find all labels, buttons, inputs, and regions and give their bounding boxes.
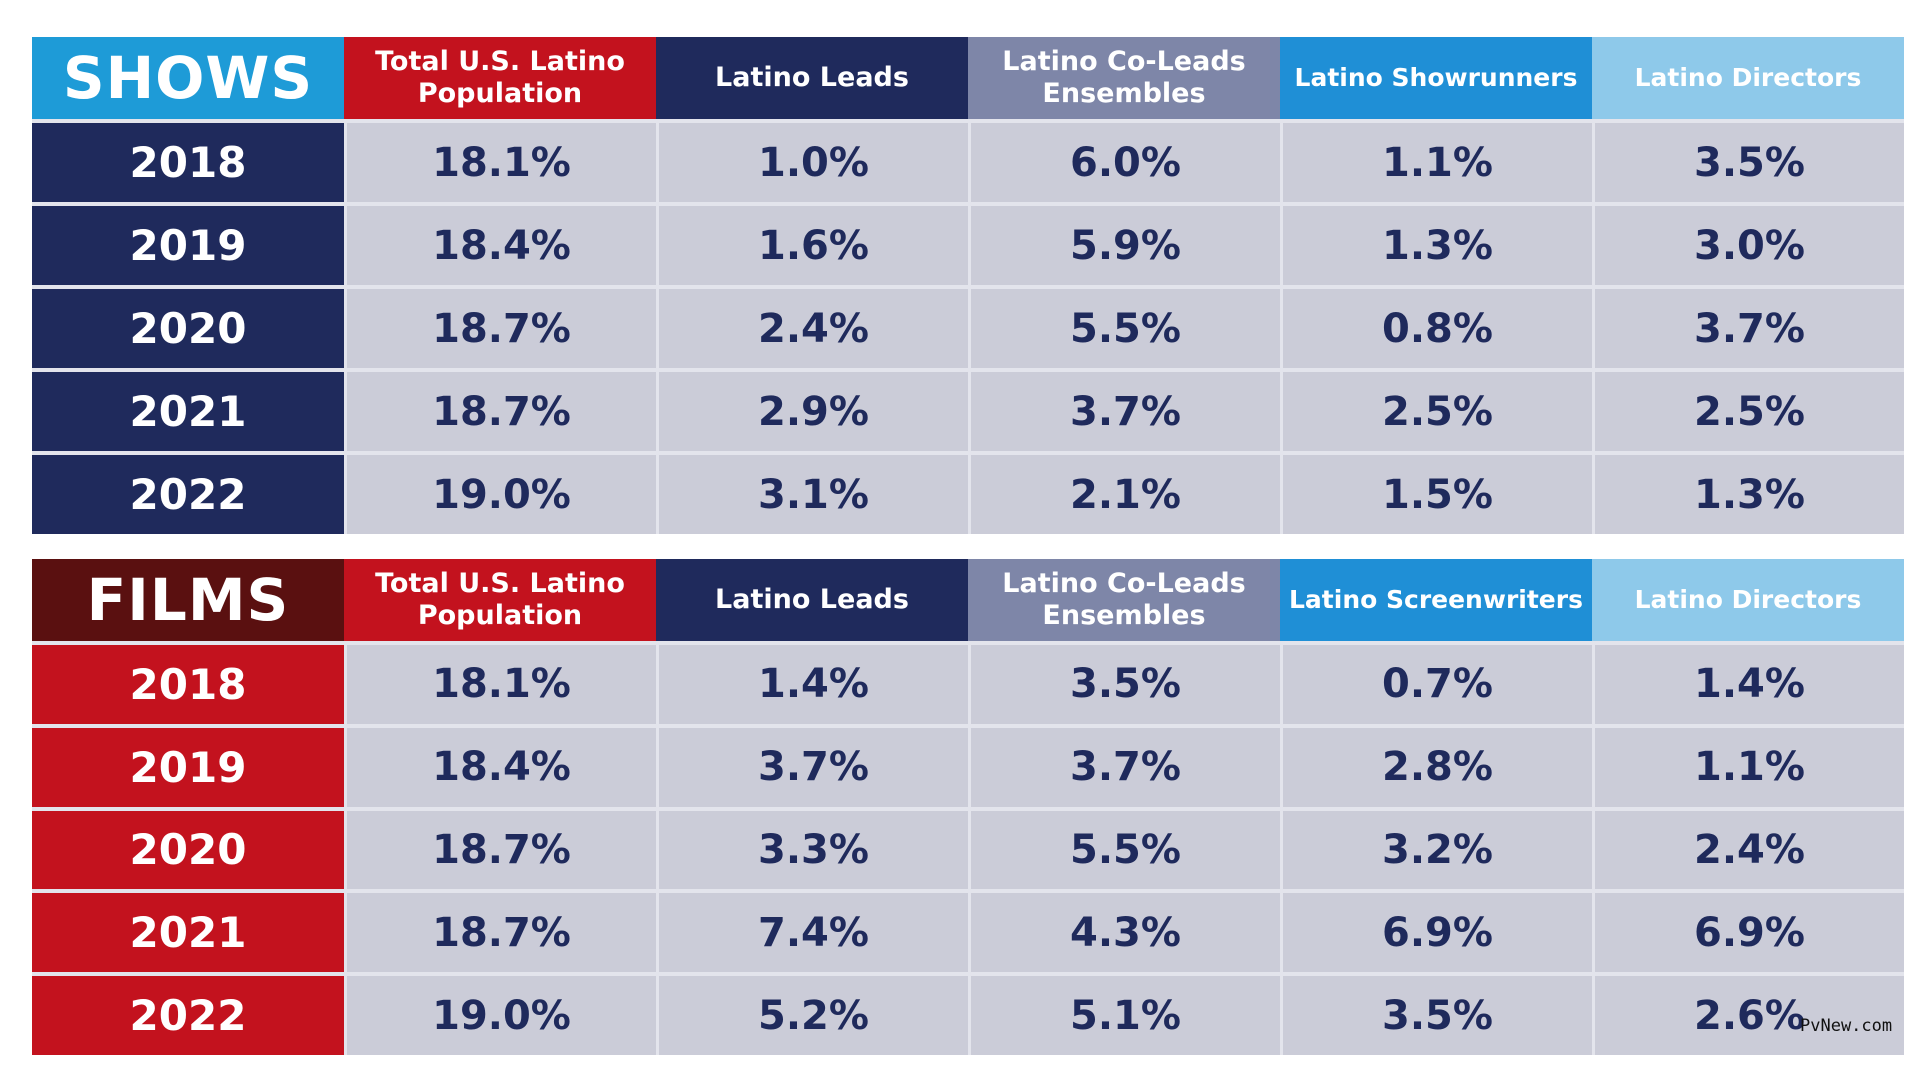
shows-cell-2019-col5: 3.0% [1592, 202, 1904, 285]
shows-cell-2021-col4: 2.5% [1280, 368, 1592, 451]
films-cell-2022-col2: 5.2% [656, 972, 968, 1055]
films-year-2021: 2021 [32, 889, 344, 973]
films-title: FILMS [32, 559, 344, 641]
shows-cell-2021-col5: 2.5% [1592, 368, 1904, 451]
films-year-2020: 2020 [32, 806, 344, 890]
shows-cell-2019-col3: 5.9% [968, 202, 1280, 285]
films-cell-2019-col4: 2.8% [1280, 723, 1592, 807]
shows-cell-2018-col4: 1.1% [1280, 119, 1592, 202]
shows-cell-2018-col5: 3.5% [1592, 119, 1904, 202]
shows-cell-2022-col3: 2.1% [968, 451, 1280, 534]
shows-cell-2020-col4: 0.8% [1280, 285, 1592, 368]
films-cell-2018-col2: 1.4% [656, 641, 968, 724]
shows-cell-2022-col2: 3.1% [656, 451, 968, 534]
shows-year-2018: 2018 [32, 119, 344, 202]
films-cell-2019-col5: 1.1% [1592, 723, 1904, 807]
shows-cell-2018-col3: 6.0% [968, 119, 1280, 202]
shows-cell-2020-col1: 18.7% [344, 285, 656, 368]
films-header-coleads: Latino Co-Leads Ensembles [968, 559, 1280, 641]
films-cell-2021-col4: 6.9% [1280, 889, 1592, 973]
films-year-2019: 2019 [32, 723, 344, 807]
shows-cell-2019-col2: 1.6% [656, 202, 968, 285]
films-header-population: Total U.S. Latino Population [344, 559, 656, 641]
films-cell-2022-col3: 5.1% [968, 972, 1280, 1055]
films-year-2018: 2018 [32, 641, 344, 724]
films-cell-2022-col1: 19.0% [344, 972, 656, 1055]
films-cell-2020-col3: 5.5% [968, 806, 1280, 890]
shows-table: SHOWS Total U.S. Latino Population Latin… [32, 37, 1905, 534]
shows-cell-2018-col1: 18.1% [344, 119, 656, 202]
shows-cell-2021-col2: 2.9% [656, 368, 968, 451]
films-cell-2019-col2: 3.7% [656, 723, 968, 807]
shows-header-population: Total U.S. Latino Population [344, 37, 656, 119]
films-header-screenwriters: Latino Screenwriters [1280, 559, 1592, 641]
shows-cell-2022-col5: 1.3% [1592, 451, 1904, 534]
films-cell-2020-col2: 3.3% [656, 806, 968, 890]
shows-year-2022: 2022 [32, 451, 344, 534]
shows-cell-2018-col2: 1.0% [656, 119, 968, 202]
shows-cell-2021-col1: 18.7% [344, 368, 656, 451]
films-cell-2018-col4: 0.7% [1280, 641, 1592, 724]
shows-cell-2019-col1: 18.4% [344, 202, 656, 285]
films-cell-2021-col3: 4.3% [968, 889, 1280, 973]
shows-cell-2020-col2: 2.4% [656, 285, 968, 368]
films-cell-2019-col1: 18.4% [344, 723, 656, 807]
shows-cell-2019-col4: 1.3% [1280, 202, 1592, 285]
shows-year-2020: 2020 [32, 285, 344, 368]
films-cell-2018-col1: 18.1% [344, 641, 656, 724]
shows-header-directors: Latino Directors [1592, 37, 1904, 119]
films-table: FILMS Total U.S. Latino Population Latin… [32, 559, 1905, 1055]
shows-header-coleads: Latino Co-Leads Ensembles [968, 37, 1280, 119]
watermark-text: PvNew.com [1800, 1016, 1893, 1036]
films-header-directors: Latino Directors [1592, 559, 1904, 641]
shows-cell-2022-col4: 1.5% [1280, 451, 1592, 534]
films-cell-2022-col4: 3.5% [1280, 972, 1592, 1055]
films-cell-2021-col1: 18.7% [344, 889, 656, 973]
films-cell-2018-col5: 1.4% [1592, 641, 1904, 724]
films-cell-2021-col5: 6.9% [1592, 889, 1904, 973]
shows-header-showrunners: Latino Showrunners [1280, 37, 1592, 119]
films-cell-2022-col5: 2.6% [1592, 972, 1904, 1055]
films-cell-2021-col2: 7.4% [656, 889, 968, 973]
shows-year-2019: 2019 [32, 202, 344, 285]
shows-year-2021: 2021 [32, 368, 344, 451]
films-cell-2020-col4: 3.2% [1280, 806, 1592, 890]
films-cell-2018-col3: 3.5% [968, 641, 1280, 724]
shows-cell-2021-col3: 3.7% [968, 368, 1280, 451]
shows-header-leads: Latino Leads [656, 37, 968, 119]
films-year-2022: 2022 [32, 972, 344, 1055]
films-cell-2019-col3: 3.7% [968, 723, 1280, 807]
shows-cell-2020-col3: 5.5% [968, 285, 1280, 368]
shows-cell-2022-col1: 19.0% [344, 451, 656, 534]
films-cell-2020-col1: 18.7% [344, 806, 656, 890]
shows-cell-2020-col5: 3.7% [1592, 285, 1904, 368]
films-header-leads: Latino Leads [656, 559, 968, 641]
shows-title: SHOWS [32, 37, 344, 119]
films-cell-2020-col5: 2.4% [1592, 806, 1904, 890]
